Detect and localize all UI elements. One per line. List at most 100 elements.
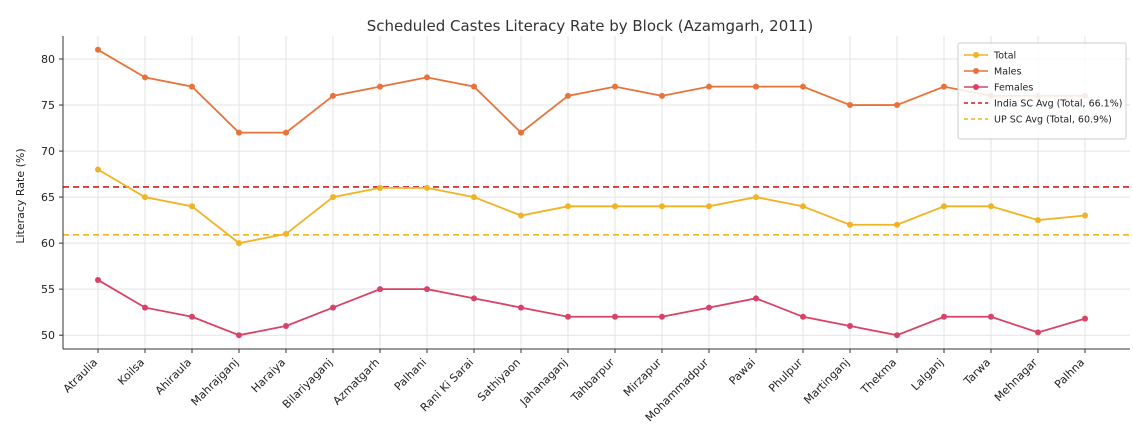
data-point xyxy=(518,129,524,136)
data-point xyxy=(518,304,524,311)
data-point xyxy=(330,304,336,311)
data-point xyxy=(941,83,947,90)
x-tick-label: Palhani xyxy=(392,356,429,393)
y-tick-label: 65 xyxy=(41,191,55,204)
data-point xyxy=(847,102,853,109)
data-point xyxy=(377,83,383,90)
data-point xyxy=(236,240,242,247)
x-tick-label: Palhna xyxy=(1052,356,1087,391)
series-line xyxy=(97,168,1086,245)
data-point xyxy=(471,295,477,302)
legend-swatch-marker xyxy=(973,68,979,74)
data-point xyxy=(753,295,759,302)
x-tick-label: Martinganj xyxy=(801,356,852,407)
data-point xyxy=(941,313,947,320)
x-tick-label: Jahanaganj xyxy=(517,356,570,409)
data-point xyxy=(753,83,759,90)
data-point xyxy=(659,203,665,210)
legend-entry-label: India SC Avg (Total, 66.1%) xyxy=(994,99,1122,110)
x-tick-label: Thekma xyxy=(858,356,899,397)
data-point xyxy=(424,184,430,191)
y-tick-label: 80 xyxy=(41,53,55,66)
data-point xyxy=(95,276,101,283)
data-point xyxy=(95,166,101,173)
legend-entry-label: Total xyxy=(993,51,1016,62)
data-point xyxy=(894,102,900,109)
x-tick-label: Sathiyaon xyxy=(475,356,523,404)
data-point xyxy=(236,332,242,339)
data-point xyxy=(706,83,712,90)
x-tick-label: Pawai xyxy=(727,356,759,388)
data-point xyxy=(753,194,759,201)
data-point xyxy=(565,313,571,320)
data-point xyxy=(800,83,806,90)
data-point xyxy=(1082,315,1088,322)
legend-swatch-marker xyxy=(973,52,979,58)
data-point xyxy=(612,203,618,210)
data-point xyxy=(142,74,148,81)
data-point xyxy=(330,194,336,201)
chart-title: Scheduled Castes Literacy Rate by Block … xyxy=(367,17,813,35)
data-point xyxy=(424,286,430,293)
legend-swatch-marker xyxy=(973,84,979,90)
data-point xyxy=(189,313,195,320)
x-tick-label: Bilariyaganj xyxy=(280,356,335,411)
data-point xyxy=(1035,329,1041,336)
data-point xyxy=(847,221,853,228)
data-point xyxy=(847,322,853,329)
data-point xyxy=(894,221,900,228)
x-tick-label: Azmatgarh xyxy=(330,356,382,408)
data-point xyxy=(518,212,524,219)
x-tick-label: Lalganj xyxy=(909,356,946,393)
x-tick-label: Atraulia xyxy=(61,356,100,395)
series-line xyxy=(97,49,1085,134)
legend-entry-label: Males xyxy=(994,67,1022,78)
data-point xyxy=(659,313,665,320)
series-lines xyxy=(95,46,1088,339)
data-point xyxy=(706,203,712,210)
x-tick-label: Mehnagar xyxy=(992,356,1041,405)
legend-entry-label: Females xyxy=(994,83,1033,94)
data-point xyxy=(471,83,477,90)
legend-box xyxy=(957,42,1127,140)
series-line xyxy=(97,279,1086,337)
data-point xyxy=(941,203,947,210)
data-point xyxy=(471,194,477,201)
x-tick-label: Koilsa xyxy=(115,356,147,388)
data-point xyxy=(565,92,571,99)
data-point xyxy=(612,83,618,90)
data-point xyxy=(283,129,289,136)
y-tick-label: 50 xyxy=(41,329,55,342)
y-tick-label: 55 xyxy=(41,283,55,296)
data-point xyxy=(283,322,289,329)
x-tick-label: Haraiya xyxy=(249,356,288,395)
data-point xyxy=(894,332,900,339)
data-point xyxy=(283,230,289,237)
data-point xyxy=(800,313,806,320)
data-point xyxy=(565,203,571,210)
reference-lines xyxy=(63,186,1130,236)
data-point xyxy=(377,286,383,293)
data-point xyxy=(330,92,336,99)
data-point xyxy=(189,203,195,210)
data-point xyxy=(95,46,101,53)
x-tick-label: Mirzapur xyxy=(621,356,665,400)
data-point xyxy=(424,74,430,81)
y-tick-label: 60 xyxy=(41,237,55,250)
data-point xyxy=(988,203,994,210)
data-point xyxy=(189,83,195,90)
x-tick-label: Mahrajganj xyxy=(189,356,242,409)
data-point xyxy=(706,304,712,311)
x-tick-label: Tahbarpur xyxy=(568,356,617,405)
y-tick-label: 70 xyxy=(41,145,55,158)
x-tick-label: Phulpur xyxy=(766,356,805,395)
data-point xyxy=(988,313,994,320)
data-point xyxy=(800,203,806,210)
x-tick-label: Ahiraula xyxy=(153,356,194,397)
x-tick-label: Tarwa xyxy=(961,356,993,388)
legend: Total Males Females India SC Avg (Total, 66… xyxy=(957,42,1127,140)
data-point xyxy=(236,129,242,136)
data-point xyxy=(142,304,148,311)
